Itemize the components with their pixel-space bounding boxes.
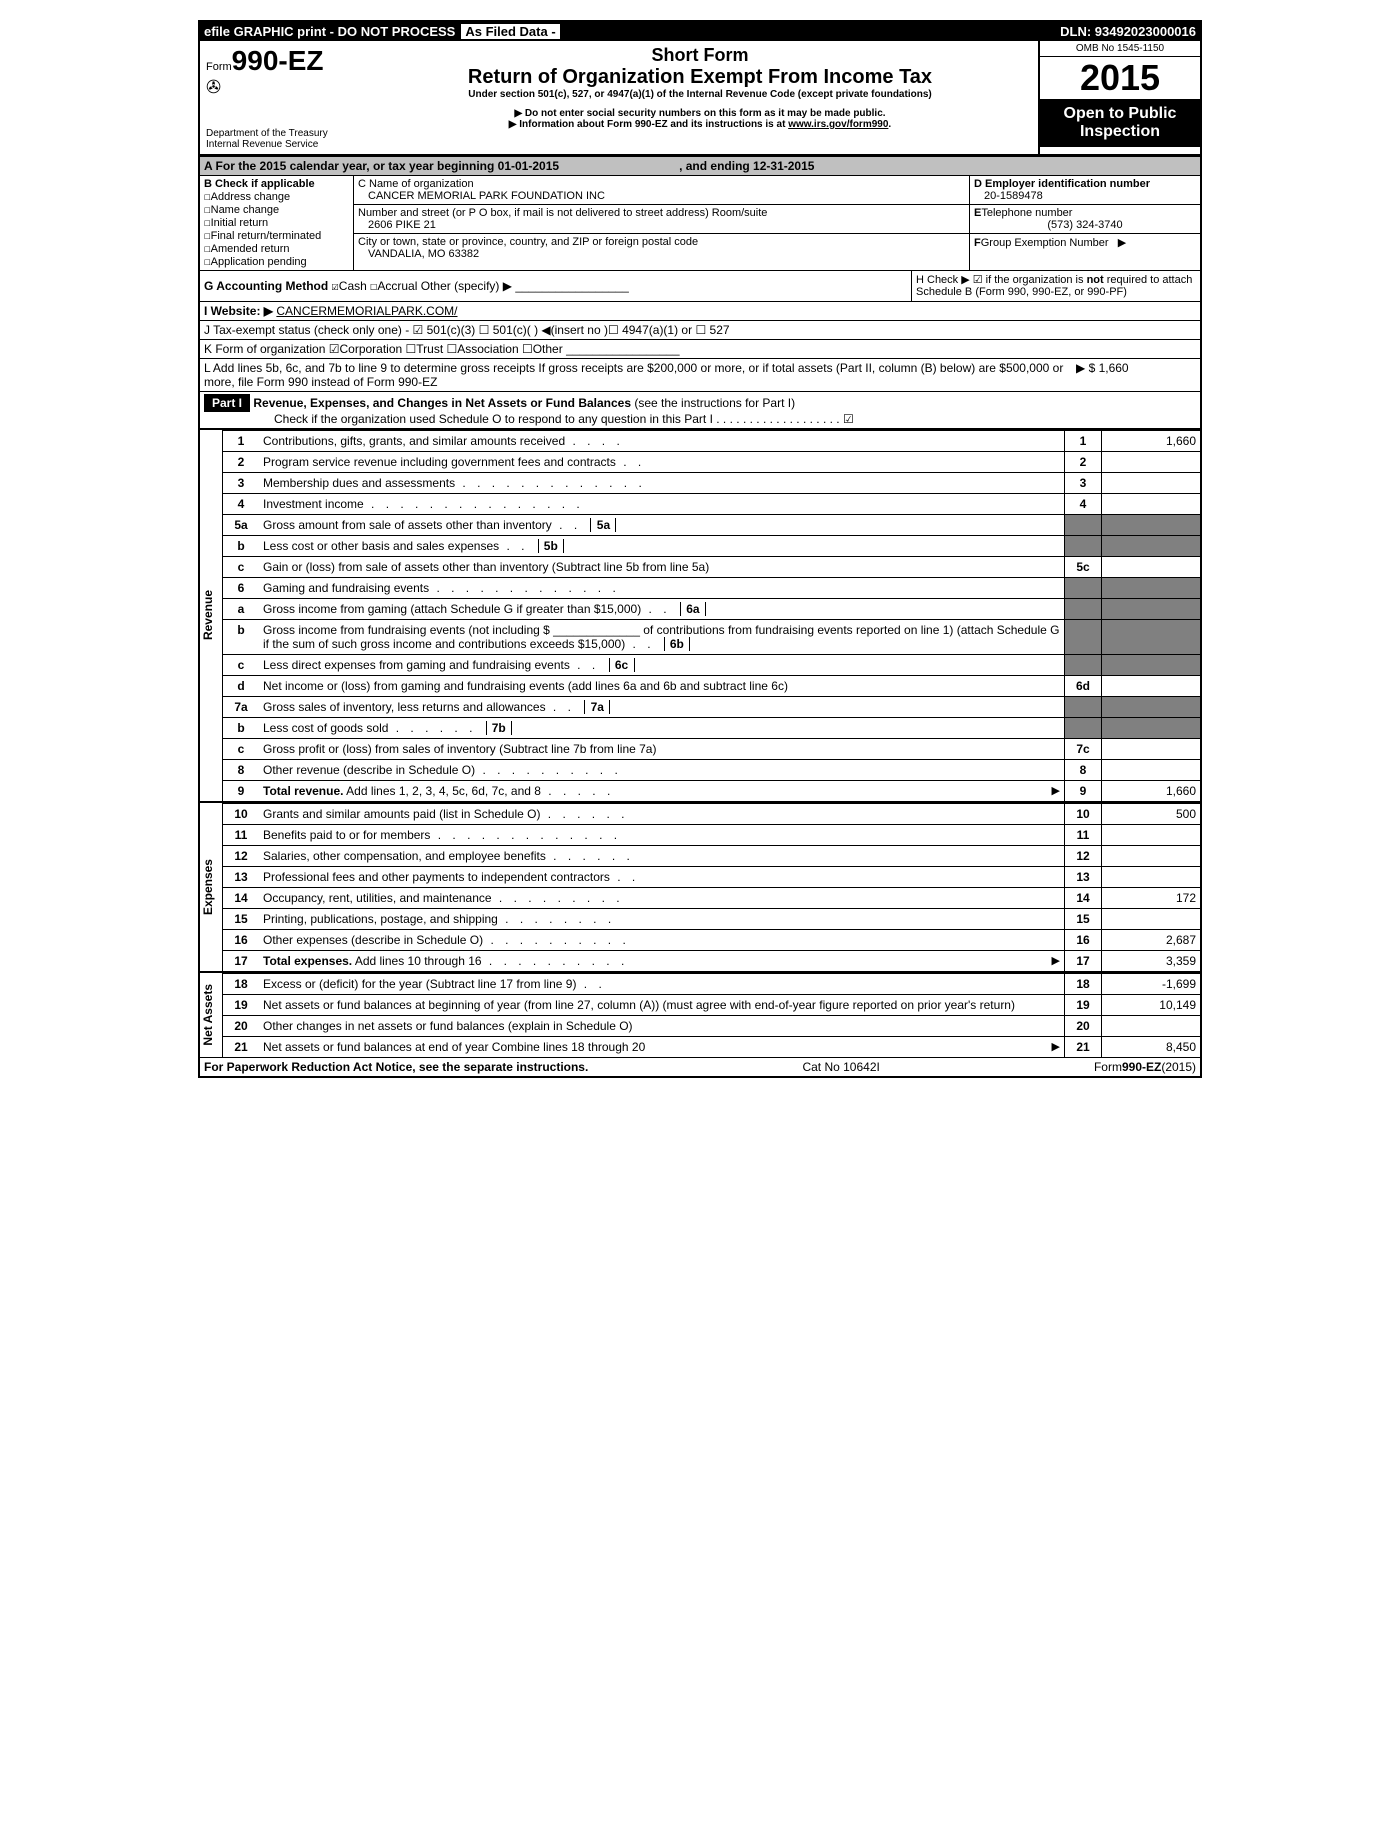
top-bar: efile GRAPHIC print - DO NOT PROCESS As …	[200, 22, 1200, 41]
box-e: ETelephone number (573) 324-3740	[970, 205, 1200, 234]
line-1: 1Contributions, gifts, grants, and simil…	[223, 431, 1200, 452]
checkbox-item: ☐Final return/terminated	[204, 229, 349, 242]
irs-link[interactable]: www.irs.gov/form990	[788, 119, 888, 130]
row-j: J Tax-exempt status (check only one) - ☑…	[200, 320, 1200, 339]
line-12: 12Salaries, other compensation, and empl…	[223, 846, 1200, 867]
footer: For Paperwork Reduction Act Notice, see …	[200, 1057, 1200, 1076]
part1-header: Part I Revenue, Expenses, and Changes in…	[200, 391, 1200, 428]
efile-label: efile GRAPHIC print - DO NOT PROCESS	[204, 24, 455, 39]
dln-label: DLN: 93492023000016	[1060, 24, 1196, 39]
line-11: 11Benefits paid to or for members . . . …	[223, 825, 1200, 846]
warn2: ▶ Information about Form 990-EZ and its …	[366, 119, 1034, 130]
line-5a: 5aGross amount from sale of assets other…	[223, 515, 1200, 536]
section-net-assets: Net Assets18Excess or (deficit) for the …	[200, 971, 1200, 1057]
checkbox-item: ☐Amended return	[204, 242, 349, 255]
checkbox-item: ☐Address change	[204, 190, 349, 203]
line-17: 17Total expenses. Add lines 10 through 1…	[223, 951, 1200, 972]
section-revenue: Revenue 1Contributions, gifts, grants, an…	[200, 428, 1200, 801]
line-4: 4Investment income . . . . . . . . . . .…	[223, 494, 1200, 515]
line-18: 18Excess or (deficit) for the year (Subt…	[223, 974, 1200, 995]
line-21: 21Net assets or fund balances at end of …	[223, 1037, 1200, 1058]
box-d: D Employer identification number 20-1589…	[970, 176, 1200, 205]
omb-label: OMB No 1545-1150	[1040, 41, 1200, 57]
header: Form990-EZ ✇ Department of the Treasury …	[200, 41, 1200, 156]
row-l: L Add lines 5b, 6c, and 7b to line 9 to …	[200, 358, 1200, 391]
line-c: cGross profit or (loss) from sales of in…	[223, 739, 1200, 760]
line-6: 6Gaming and fundraising events . . . . .…	[223, 578, 1200, 599]
form-number: Form990-EZ	[206, 45, 356, 77]
form-page: efile GRAPHIC print - DO NOT PROCESS As …	[198, 20, 1202, 1078]
box-f: FGroup Exemption Number ▶	[970, 234, 1200, 251]
line-c: cGain or (loss) from sale of assets othe…	[223, 557, 1200, 578]
box-b: B Check if applicable ☐Address change☐Na…	[200, 176, 354, 270]
section-bcd: B Check if applicable ☐Address change☐Na…	[200, 175, 1200, 270]
box-c-addr: Number and street (or P O box, if mail i…	[354, 205, 969, 234]
line-d: dNet income or (loss) from gaming and fu…	[223, 676, 1200, 697]
box-c-city: City or town, state or province, country…	[354, 234, 969, 262]
line-c: cLess direct expenses from gaming and fu…	[223, 655, 1200, 676]
checkbox-item: ☐Initial return	[204, 216, 349, 229]
line-a: aGross income from gaming (attach Schedu…	[223, 599, 1200, 620]
row-gh: G Accounting Method ☑Cash ☐Accrual Other…	[200, 270, 1200, 301]
row-k: K Form of organization ☑Corporation ☐Tru…	[200, 339, 1200, 358]
line-15: 15Printing, publications, postage, and s…	[223, 909, 1200, 930]
line-13: 13Professional fees and other payments t…	[223, 867, 1200, 888]
section-text: Under section 501(c), 527, or 4947(a)(1)…	[366, 89, 1034, 100]
line-b: bLess cost of goods sold . . . . . . 7b	[223, 718, 1200, 739]
website-link[interactable]: CANCERMEMORIALPARK.COM/	[276, 304, 457, 318]
line-20: 20Other changes in net assets or fund ba…	[223, 1016, 1200, 1037]
box-c-name: C Name of organization CANCER MEMORIAL P…	[354, 176, 969, 205]
checkbox-item: ☐Application pending	[204, 255, 349, 268]
section-label: Expenses	[201, 859, 221, 915]
line-7a: 7aGross sales of inventory, less returns…	[223, 697, 1200, 718]
form-subtitle: Return of Organization Exempt From Incom…	[366, 66, 1034, 89]
tax-year: 2015	[1040, 57, 1200, 99]
line-9: 9Total revenue. Add lines 1, 2, 3, 4, 5c…	[223, 781, 1200, 802]
inspection-label: Open to Public Inspection	[1040, 99, 1200, 147]
line-14: 14Occupancy, rent, utilities, and mainte…	[223, 888, 1200, 909]
section-expenses: Expenses 10Grants and similar amounts pai…	[200, 801, 1200, 971]
line-8: 8Other revenue (describe in Schedule O) …	[223, 760, 1200, 781]
line-10: 10Grants and similar amounts paid (list …	[223, 804, 1200, 825]
dept-label: Department of the Treasury	[206, 128, 356, 139]
line-b: bLess cost or other basis and sales expe…	[223, 536, 1200, 557]
checkbox-item: ☐Name change	[204, 203, 349, 216]
line-16: 16Other expenses (describe in Schedule O…	[223, 930, 1200, 951]
asfiled-label: As Filed Data -	[461, 24, 559, 39]
line-2: 2Program service revenue including gover…	[223, 452, 1200, 473]
line-b: bGross income from fundraising events (n…	[223, 620, 1200, 655]
row-i: I Website: ▶ CANCERMEMORIALPARK.COM/	[200, 301, 1200, 320]
form-title: Short Form	[366, 45, 1034, 66]
line-3: 3Membership dues and assessments . . . .…	[223, 473, 1200, 494]
section-label: Revenue	[201, 590, 221, 640]
warn1: ▶ Do not enter social security numbers o…	[366, 108, 1034, 119]
row-a: A For the 2015 calendar year, or tax yea…	[200, 156, 1200, 175]
line-19: 19Net assets or fund balances at beginni…	[223, 995, 1200, 1016]
irs-label: Internal Revenue Service	[206, 139, 356, 150]
section-label: Net Assets	[201, 984, 221, 1046]
